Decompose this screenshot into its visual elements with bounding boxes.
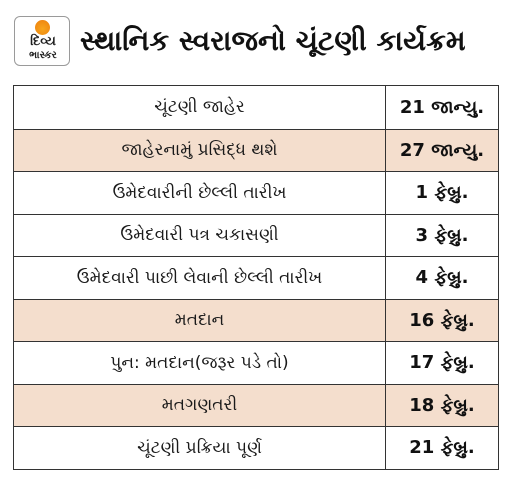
date-cell: 21 જાન્યુ. — [399, 96, 485, 118]
date-cell: 17 ફેબ્રુ. — [409, 352, 475, 374]
logo-text-line1: દિવ્ય — [30, 34, 56, 49]
table-row: ઉમેદવારી પાછી લેવાની છેલ્લી તારીખ 4 ફેબ્ર… — [14, 256, 498, 299]
date-cell: 27 જાન્યુ. — [399, 139, 485, 161]
event-cell: મતદાન — [14, 299, 386, 341]
event-cell: મતગણતરી — [14, 384, 386, 426]
event-cell: ચૂંટણી જાહેર — [14, 86, 386, 129]
sun-icon — [35, 20, 50, 35]
page-title: સ્થાનિક સ્વરાજનો ચૂંટણી કાર્યક્રમ — [80, 24, 466, 57]
date-cell: 1 ફેબ્રુ. — [415, 182, 469, 204]
event-cell: ચૂંટણી પ્રક્રિયા પૂર્ણ — [14, 427, 386, 469]
date-cell: 18 ફેબ્રુ. — [409, 394, 475, 416]
header: દિવ્ય ભાસ્કર સ્થાનિક સ્વરાજનો ચૂંટણી કાર… — [0, 0, 512, 78]
table-row: ઉમેદવારીની છેલ્લી તારીખ 1 ફેબ્રુ. — [14, 171, 498, 214]
date-cell: 16 ફેબ્રુ. — [409, 309, 475, 331]
date-cell: 3 ફેબ્રુ. — [415, 224, 469, 246]
schedule-table: ચૂંટણી જાહેર 21 જાન્યુ. જાહેરનામું પ્રસિદ્… — [13, 85, 499, 470]
event-cell: ઉમેદવારી પાછી લેવાની છેલ્લી તારીખ — [14, 257, 386, 299]
event-cell: પુન: મતદાન(જરૂર પડે તો) — [14, 342, 386, 384]
date-cell: 4 ફેબ્રુ. — [415, 267, 469, 289]
table-row: પુન: મતદાન(જરૂર પડે તો) 17 ફેબ્રુ. — [14, 341, 498, 384]
table-row: મતગણતરી 18 ફેબ્રુ. — [14, 383, 498, 426]
logo-text-line2: ભાસ્કર — [29, 50, 57, 61]
event-cell: ઉમેદવારી પત્ર ચકાસણી — [14, 214, 386, 256]
table-row: ઉમેદવારી પત્ર ચકાસણી 3 ફેબ્રુ. — [14, 213, 498, 256]
table-row: ચૂંટણી જાહેર 21 જાન્યુ. — [14, 86, 498, 129]
table-row: જાહેરનામું પ્રસિદ્ધ થશે 27 જાન્યુ. — [14, 128, 498, 171]
table-row: ચૂંટણી પ્રક્રિયા પૂર્ણ 21 ફેબ્રુ. — [14, 426, 498, 469]
event-cell: ઉમેદવારીની છેલ્લી તારીખ — [14, 172, 386, 214]
event-cell: જાહેરનામું પ્રસિદ્ધ થશે — [14, 129, 386, 171]
table-row: મતદાન 16 ફેબ્રુ. — [14, 298, 498, 341]
date-cell: 21 ફેબ્રુ. — [409, 437, 475, 459]
divya-bhaskar-logo: દિવ્ય ભાસ્કર — [14, 16, 70, 66]
